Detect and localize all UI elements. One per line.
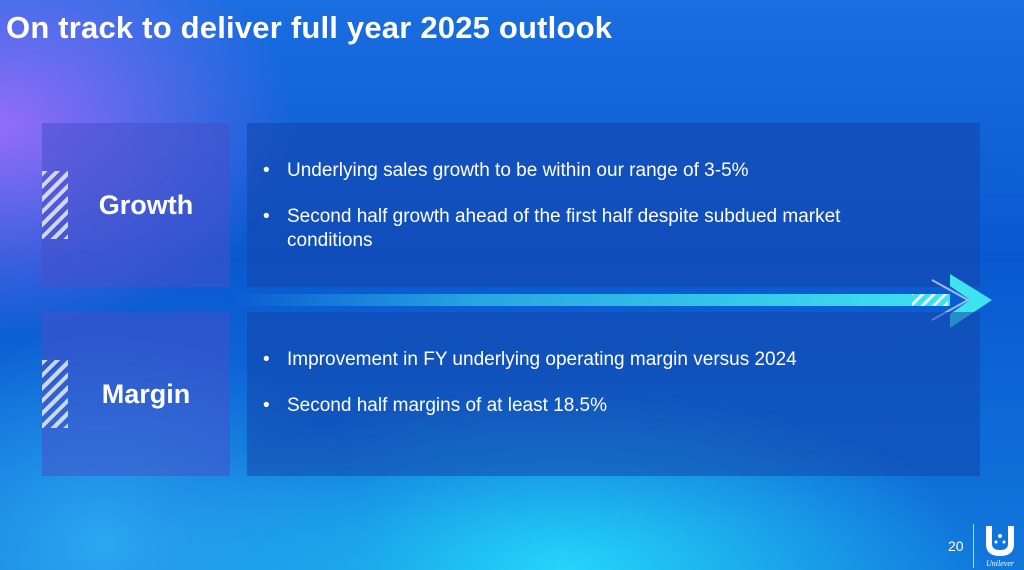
- slide-title: On track to deliver full year 2025 outlo…: [6, 10, 613, 45]
- bullet-icon: •: [263, 395, 270, 416]
- stripes-decoration: [42, 360, 68, 428]
- bullet-icon: •: [263, 349, 270, 370]
- logo-text: Unilever: [986, 559, 1015, 568]
- growth-label-box: Growth: [42, 123, 230, 287]
- growth-content-box: • Underlying sales growth to be within o…: [247, 123, 980, 287]
- list-item: • Second half margins of at least 18.5%: [261, 394, 920, 418]
- bullet-icon: •: [263, 206, 270, 227]
- bullet-icon: •: [263, 160, 270, 181]
- margin-content-box: • Improvement in FY underlying operating…: [247, 312, 980, 476]
- list-item: • Second half growth ahead of the first …: [261, 205, 920, 253]
- stripes-decoration: [42, 171, 68, 239]
- margin-label-box: Margin: [42, 312, 230, 476]
- list-item: • Underlying sales growth to be within o…: [261, 159, 920, 183]
- page-number: 20: [948, 538, 964, 554]
- bullet-text: Second half margins of at least 18.5%: [287, 395, 608, 416]
- bullet-text: Underlying sales growth to be within our…: [287, 160, 749, 181]
- footer-divider: [973, 524, 974, 568]
- margin-bullet-list: • Improvement in FY underlying operating…: [261, 348, 920, 440]
- list-item: • Improvement in FY underlying operating…: [261, 348, 920, 372]
- growth-label: Growth: [98, 189, 194, 220]
- bullet-text: Second half growth ahead of the first ha…: [287, 206, 841, 251]
- unilever-logo-icon: Unilever: [986, 526, 1015, 568]
- growth-bullet-list: • Underlying sales growth to be within o…: [261, 159, 920, 275]
- margin-label: Margin: [101, 378, 191, 409]
- bullet-text: Improvement in FY underlying operating m…: [287, 349, 797, 370]
